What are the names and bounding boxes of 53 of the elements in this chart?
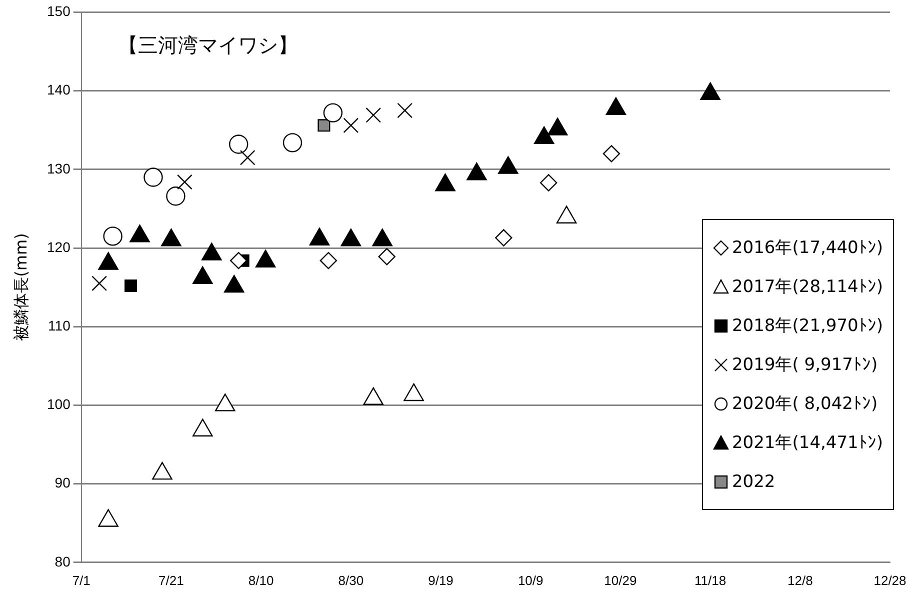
- point: [177, 174, 192, 190]
- y-tick-label: 140: [47, 82, 71, 98]
- point: [366, 107, 382, 123]
- y-tick-label: 110: [48, 317, 71, 334]
- point: [228, 134, 248, 154]
- y-tick-label: 150: [47, 3, 71, 20]
- y-tick-label: 120: [47, 238, 71, 255]
- x-tick-label: 7/1: [72, 572, 90, 588]
- y-tick-label: 90: [54, 474, 71, 491]
- point: [192, 418, 213, 436]
- point: [92, 276, 107, 292]
- point: [378, 248, 396, 266]
- point: [495, 229, 512, 246]
- x-tick-label: 12/8: [787, 572, 813, 588]
- legend-label: 2022: [732, 472, 776, 492]
- legend-label: 2020年( 8,042ﾄﾝ): [732, 393, 878, 415]
- point: [144, 168, 163, 187]
- point: [98, 509, 118, 527]
- x-tick-label: 10/9: [518, 572, 544, 588]
- y-tick-label: 80: [54, 553, 71, 570]
- x-tick-label: 9/19: [428, 572, 454, 588]
- y-tick-label: 130: [47, 160, 71, 176]
- y-tick-label: 100: [47, 396, 71, 412]
- point: [214, 394, 236, 412]
- legend-label: 2019年( 9,917ﾄﾝ): [732, 354, 878, 376]
- x-tick-label: 7/21: [158, 572, 184, 588]
- x-tick-label: 11/18: [694, 572, 726, 588]
- point: [397, 102, 412, 118]
- x-tick-label: 8/10: [248, 572, 274, 588]
- point: [152, 462, 172, 480]
- legend-label: 2018年(21,970ﾄﾝ): [732, 315, 883, 337]
- point: [282, 133, 302, 152]
- legend-label: 2017年(28,114ﾄﾝ): [732, 276, 883, 298]
- y-axis-title: 被鱗体長(mm): [12, 233, 32, 341]
- point: [230, 252, 248, 270]
- point: [404, 383, 424, 402]
- point: [323, 103, 343, 122]
- point: [363, 387, 384, 406]
- point: [318, 119, 330, 132]
- text: 【三河湾マイワシ】: [118, 32, 298, 59]
- legend-label: 2016年(17,440ﾄﾝ): [732, 237, 883, 259]
- point: [166, 186, 186, 206]
- legend-label: 2021年(14,471ﾄﾝ): [732, 432, 883, 454]
- point: [124, 279, 138, 292]
- point: [240, 150, 256, 166]
- x-tick-label: 8/30: [338, 572, 364, 588]
- point: [320, 252, 338, 270]
- x-tick-label: 10/29: [604, 572, 637, 588]
- point: [602, 145, 620, 162]
- x-tick-label: 12/28: [874, 572, 906, 588]
- point: [343, 118, 359, 134]
- point: [540, 174, 558, 192]
- point: [103, 226, 122, 246]
